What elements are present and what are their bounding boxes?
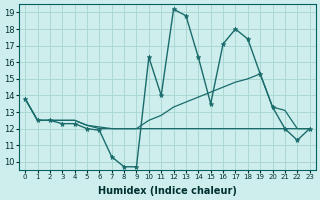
X-axis label: Humidex (Indice chaleur): Humidex (Indice chaleur) — [98, 186, 237, 196]
